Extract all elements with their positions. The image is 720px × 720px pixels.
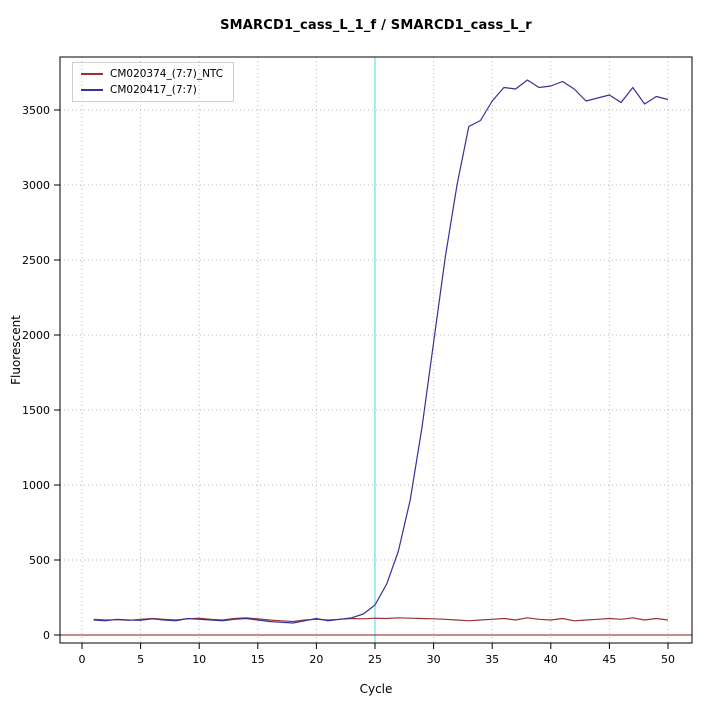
x-tick-label: 50 (661, 653, 675, 666)
x-tick-label: 25 (368, 653, 382, 666)
legend-label-sample: CM020417_(7:7) (110, 84, 197, 96)
y-tick-label: 0 (43, 629, 50, 642)
x-tick-label: 20 (309, 653, 323, 666)
y-axis-label: Fluorescent (9, 315, 23, 385)
chart-title: SMARCD1_cass_L_1_f / SMARCD1_cass_L_r (220, 18, 532, 33)
legend-line-sample (81, 89, 103, 91)
x-axis-label: Cycle (359, 682, 393, 696)
y-tick-label: 3500 (22, 104, 50, 117)
legend-item-sample: CM020417_(7:7) (81, 84, 223, 96)
y-tick-label: 3000 (22, 179, 50, 192)
x-tick-label: 15 (251, 653, 265, 666)
legend-line-sample-ntc (81, 73, 103, 75)
x-tick-label: 40 (544, 653, 558, 666)
x-tick-label: 10 (192, 653, 206, 666)
plot-border (59, 56, 693, 644)
y-tick-label: 2500 (22, 254, 50, 267)
legend-item-ntc: CM020374_(7:7)_NTC (81, 68, 223, 80)
series-line-1 (93, 79, 669, 624)
legend: CM020374_(7:7)_NTC CM020417_(7:7) (72, 62, 235, 102)
y-tick-label: 1500 (22, 404, 50, 417)
y-tick-label: 1000 (22, 479, 50, 492)
x-tick-label: 0 (79, 653, 86, 666)
x-tick-label: 5 (137, 653, 144, 666)
x-tick-label: 45 (602, 653, 616, 666)
y-tick-label: 500 (29, 554, 50, 567)
legend-label-ntc: CM020374_(7:7)_NTC (110, 68, 224, 80)
x-tick-label: 30 (427, 653, 441, 666)
y-tick-label: 2000 (22, 329, 50, 342)
x-tick-label: 35 (485, 653, 499, 666)
